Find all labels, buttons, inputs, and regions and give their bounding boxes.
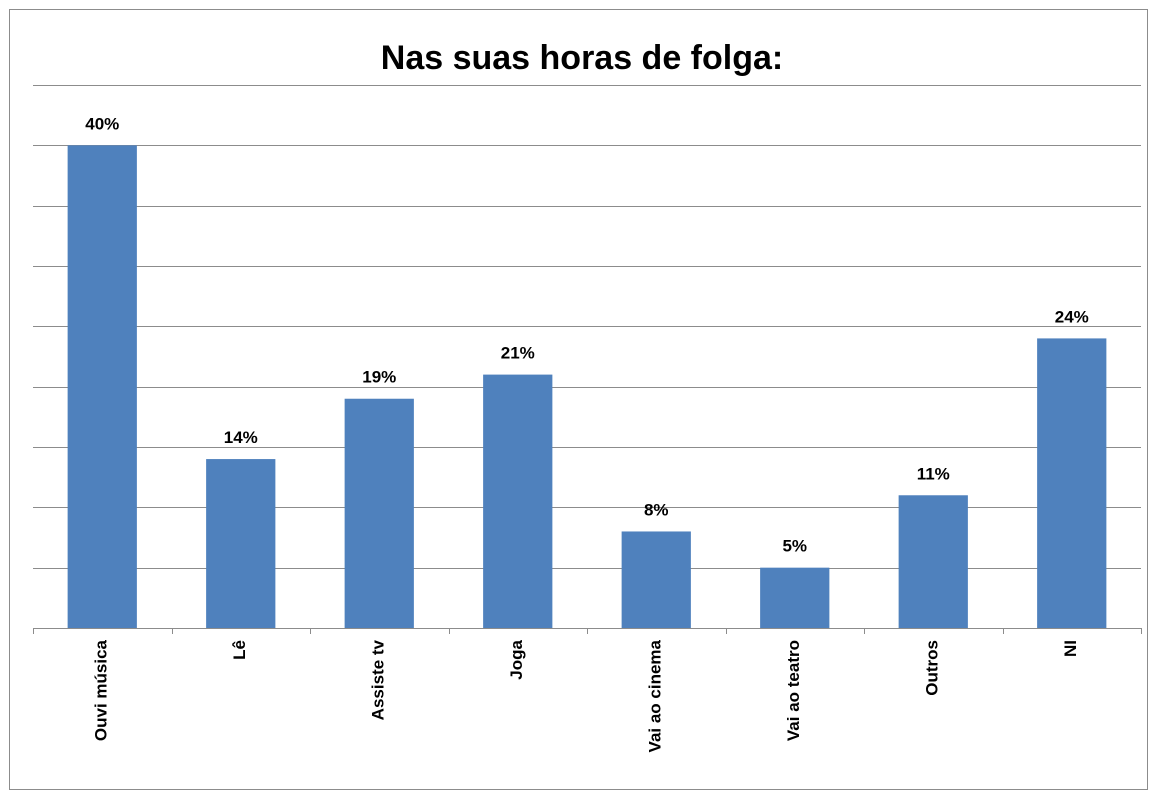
value-label: 11% xyxy=(917,464,950,483)
value-label: 40% xyxy=(85,114,119,133)
x-tick-label: Vai ao cinema xyxy=(646,639,665,752)
chart-title: Nas suas horas de folga: xyxy=(381,39,783,77)
chart-border xyxy=(9,9,1148,790)
x-tick-label: Lê xyxy=(230,640,249,660)
bar xyxy=(898,495,968,628)
value-label: 14% xyxy=(224,428,258,447)
x-tick-label: Outros xyxy=(923,640,942,696)
value-label: 21% xyxy=(501,344,535,363)
bar xyxy=(1037,338,1107,628)
bar xyxy=(67,145,137,629)
bar xyxy=(760,567,830,628)
x-tick-label: NI xyxy=(1061,640,1080,657)
bar xyxy=(206,459,276,628)
value-label: 24% xyxy=(1055,307,1089,326)
x-tick-label: Assiste tv xyxy=(369,639,388,720)
bar xyxy=(621,531,691,628)
x-tick-label: Vai ao teatro xyxy=(784,640,803,741)
x-tick-label: Ouvi música xyxy=(92,639,111,741)
bar xyxy=(344,398,414,628)
x-tick-label: Joga xyxy=(507,639,526,679)
value-label: 8% xyxy=(644,500,669,519)
value-label: 5% xyxy=(782,537,807,556)
value-label: 19% xyxy=(362,368,396,387)
bar xyxy=(483,374,553,628)
